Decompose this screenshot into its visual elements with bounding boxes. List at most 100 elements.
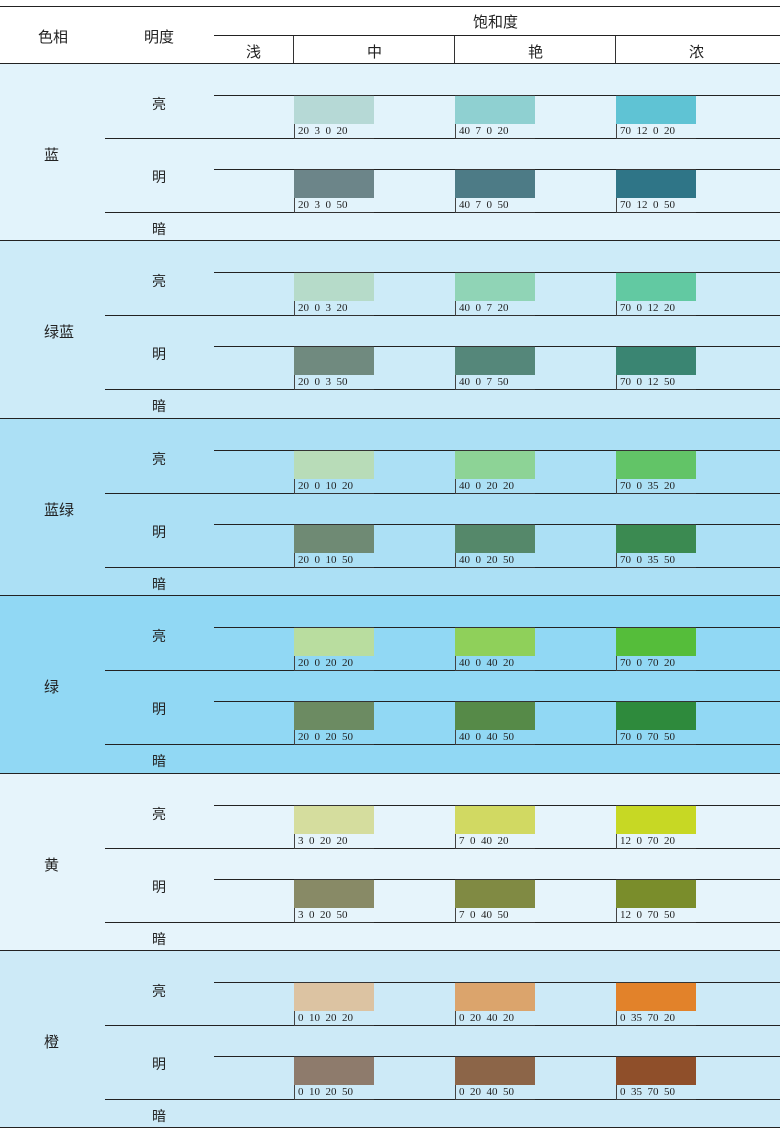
swatch-color-block: [294, 982, 374, 1011]
swatch-color-block: [455, 805, 535, 834]
swatch-cmyk-code: 0 20 40 20: [455, 1011, 535, 1026]
color-swatch: 70 12 0 20: [616, 95, 696, 139]
swatch-cmyk-code: 20 0 10 20: [294, 479, 374, 494]
color-swatch: 70 0 70 20: [616, 627, 696, 671]
color-swatch: 40 0 7 20: [455, 272, 535, 316]
swatch-cmyk-code: 70 0 12 50: [616, 375, 696, 390]
swatch-color-block: [294, 879, 374, 908]
band-bottom-rule: [0, 773, 780, 774]
header-sat-light: 浅: [246, 43, 262, 61]
swatch-color-block: [616, 169, 696, 198]
color-swatch: 20 3 0 20: [294, 95, 374, 139]
row-rule: [105, 212, 780, 213]
table-top-rule: [0, 6, 780, 7]
swatch-color-block: [294, 805, 374, 834]
hue-label: 橙: [44, 1033, 60, 1051]
swatch-cmyk-code: 20 0 3 20: [294, 301, 374, 316]
color-swatch: 20 0 20 50: [294, 701, 374, 745]
row-rule: [105, 315, 780, 316]
band-bottom-rule: [0, 950, 780, 951]
swatch-cmyk-code: 3 0 20 50: [294, 908, 374, 923]
row-rule: [105, 493, 780, 494]
color-swatch: 40 0 7 50: [455, 346, 535, 390]
band-bottom-rule: [0, 1127, 780, 1128]
swatch-cmyk-code: 70 0 35 20: [616, 479, 696, 494]
level-label-dark: 暗: [152, 399, 166, 415]
swatch-cmyk-code: 40 0 40 20: [455, 656, 535, 671]
color-swatch: 12 0 70 20: [616, 805, 696, 849]
swatch-color-block: [294, 95, 374, 124]
row-rule: [105, 848, 780, 849]
swatch-cmyk-code: 20 0 20 20: [294, 656, 374, 671]
level-label-dark: 暗: [152, 754, 166, 770]
swatch-color-block: [616, 346, 696, 375]
header-sat-mid: 中: [367, 43, 383, 61]
swatch-color-block: [616, 1056, 696, 1085]
band-bottom-rule: [0, 418, 780, 419]
swatch-cmyk-code: 0 10 20 20: [294, 1011, 374, 1026]
color-swatch: 0 35 70 20: [616, 982, 696, 1026]
row-rule: [105, 567, 780, 568]
level-label-mid: 明: [152, 525, 166, 541]
header-value: 明度: [144, 28, 175, 46]
swatch-color-block: [294, 272, 374, 301]
hue-band: 蓝绿 亮明暗 20 0 10 20 40 0 20 20 70 0 35 20 20 0 …: [0, 419, 780, 596]
swatch-color-block: [294, 450, 374, 479]
swatch-cmyk-code: 40 7 0 50: [455, 198, 535, 213]
row-rule: [105, 138, 780, 139]
swatch-cmyk-code: 40 0 20 20: [455, 479, 535, 494]
level-label-light: 亮: [152, 274, 166, 290]
swatch-cmyk-code: 40 0 7 50: [455, 375, 535, 390]
hue-band: 橙 亮明暗 0 10 20 20 0 20 40 20 0 35 70 20 0 10 2…: [0, 951, 780, 1128]
level-label-light: 亮: [152, 807, 166, 823]
color-swatch: 20 0 3 20: [294, 272, 374, 316]
color-swatch: 70 0 70 50: [616, 701, 696, 745]
band-bottom-rule: [0, 595, 780, 596]
swatch-cmyk-code: 0 20 40 50: [455, 1085, 535, 1100]
level-label-light: 亮: [152, 629, 166, 645]
swatch-cmyk-code: 20 3 0 20: [294, 124, 374, 139]
color-swatch: 70 0 12 20: [616, 272, 696, 316]
row-rule: [105, 922, 780, 923]
swatch-color-block: [616, 524, 696, 553]
swatch-color-block: [294, 627, 374, 656]
level-label-dark: 暗: [152, 577, 166, 593]
color-swatch: 20 3 0 50: [294, 169, 374, 213]
swatch-cmyk-code: 20 0 20 50: [294, 730, 374, 745]
swatch-cmyk-code: 70 0 12 20: [616, 301, 696, 316]
header-sat-vivid: 艳: [528, 43, 544, 61]
swatch-cmyk-code: 20 0 3 50: [294, 375, 374, 390]
hue-band: 绿蓝 亮明暗 20 0 3 20 40 0 7 20 70 0 12 20 20 0 3 …: [0, 241, 780, 419]
swatch-cmyk-code: 0 35 70 20: [616, 1011, 696, 1026]
color-swatch: 0 10 20 50: [294, 1056, 374, 1100]
color-swatch: 0 20 40 20: [455, 982, 535, 1026]
swatch-cmyk-code: 0 35 70 50: [616, 1085, 696, 1100]
swatch-cmyk-code: 12 0 70 20: [616, 834, 696, 849]
row-rule: [105, 744, 780, 745]
row-rule: [105, 1025, 780, 1026]
color-swatch: 12 0 70 50: [616, 879, 696, 923]
swatch-color-block: [294, 346, 374, 375]
swatch-color-block: [294, 524, 374, 553]
color-swatch: 3 0 20 20: [294, 805, 374, 849]
hue-band: 蓝 亮明暗 20 3 0 20 40 7 0 20 70 12 0 20 20 3 0 5…: [0, 64, 780, 241]
swatch-color-block: [455, 346, 535, 375]
swatch-color-block: [455, 450, 535, 479]
header-divider-3: [615, 36, 616, 63]
swatch-cmyk-code: 70 0 70 50: [616, 730, 696, 745]
swatch-cmyk-code: 40 0 40 50: [455, 730, 535, 745]
color-swatch: 70 0 35 20: [616, 450, 696, 494]
level-label-dark: 暗: [152, 932, 166, 948]
row-rule: [105, 670, 780, 671]
swatch-color-block: [616, 95, 696, 124]
color-swatch: 40 0 20 20: [455, 450, 535, 494]
swatch-color-block: [616, 701, 696, 730]
level-label-mid: 明: [152, 1057, 166, 1073]
color-swatch: 3 0 20 50: [294, 879, 374, 923]
color-swatch: 70 12 0 50: [616, 169, 696, 213]
level-label-dark: 暗: [152, 222, 166, 238]
swatch-color-block: [616, 272, 696, 301]
hue-label: 绿蓝: [44, 323, 75, 341]
swatch-color-block: [294, 169, 374, 198]
